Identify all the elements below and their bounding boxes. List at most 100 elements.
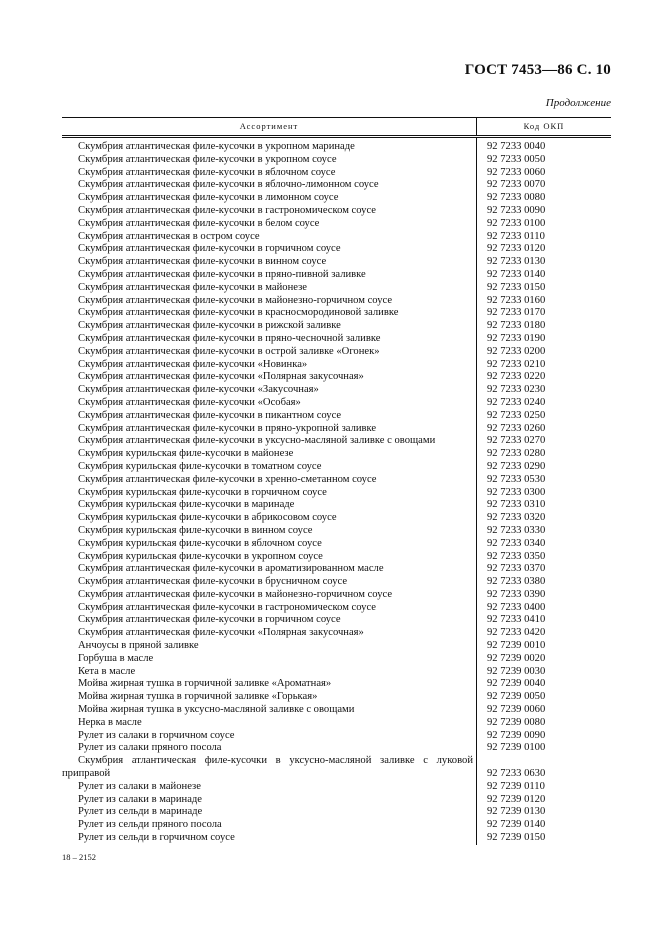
okp-code: 92 7239 0100: [487, 742, 546, 754]
product-name: Скумбрия атлантическая филе-кусочки в бр…: [62, 576, 477, 589]
table-row: Рулет из салаки в горчичном соусе 92 7239…: [62, 729, 611, 743]
okp-code: 92 7233 0100: [487, 217, 546, 229]
okp-code: 92 7239 0080: [487, 716, 546, 728]
okp-code: 92 7239 0040: [487, 678, 546, 690]
okp-code: 92 7239 0050: [487, 691, 546, 703]
table-row: Скумбрия курильская филе-кусочки в укроп…: [62, 550, 611, 564]
table-row: Скумбрия атлантическая филе-кусочки «Пол…: [62, 371, 611, 385]
okp-code: 92 7233 0230: [487, 384, 546, 396]
product-name: Скумбрия атлантическая филе-кусочки в ви…: [62, 256, 477, 269]
product-name: Рулет из салаки в майонезе: [62, 780, 477, 794]
table-row: Мойва жирная тушка в уксусно-масляной за…: [62, 704, 611, 717]
table-row: Скумбрия атлантическая филе-кусочки в ви…: [62, 256, 611, 269]
okp-code: 92 7239 0090: [487, 729, 546, 741]
product-name: Мойва жирная тушка в горчичной заливке «…: [62, 678, 477, 692]
table-row: Скумбрия атлантическая филе-кусочки в ос…: [62, 345, 611, 359]
okp-code: 92 7233 0210: [487, 358, 546, 370]
product-name: Скумбрия атлантическая филе-кусочки в ук…: [62, 153, 477, 167]
product-name: Горбуша в масле: [62, 652, 477, 666]
table-row: Скумбрия курильская филе-кусочки в винно…: [62, 524, 611, 538]
product-name: Скумбрия атлантическая филе-кусочки в га…: [62, 204, 477, 218]
okp-code: 92 7233 0170: [487, 307, 546, 319]
product-name: Скумбрия атлантическая филе-кусочки в пи…: [62, 409, 477, 423]
okp-code: 92 7233 0060: [487, 166, 546, 178]
table-row: Скумбрия атлантическая филе-кусочки в пр…: [62, 268, 611, 282]
okp-code: 92 7233 0380: [487, 576, 546, 588]
table-row: Скумбрия атлантическая в остром соусе 92 …: [62, 230, 611, 244]
product-name: Мойва жирная тушка в горчичной заливке «…: [62, 691, 477, 705]
table-row: Рулет из салаки в маринаде 92 7239 0120: [62, 793, 611, 807]
product-name: Скумбрия атлантическая филе-кусочки в ук…: [62, 435, 477, 449]
product-name: Скумбрия курильская филе-кусочки в абрик…: [62, 512, 477, 525]
table-row: Скумбрия курильская филе-кусочки в марин…: [62, 499, 611, 513]
product-name: Кета в масле: [62, 665, 477, 679]
table-row: Кета в масле 92 7239 0030: [62, 665, 611, 679]
okp-code: 92 7233 0330: [487, 524, 546, 536]
table-row: Скумбрия атлантическая филе-кусочки в ук…: [62, 435, 611, 449]
table-row: Рулет из сельди в горчичном соусе 92 7239…: [62, 832, 611, 845]
okp-code: 92 7233 0310: [487, 499, 546, 511]
column-header-assortment: Ассортимент: [62, 117, 477, 138]
product-name: Нерка в масле: [62, 716, 477, 730]
okp-code: 92 7233 0410: [487, 614, 546, 626]
okp-code: 92 7233 0070: [487, 179, 546, 191]
okp-code: 92 7233 0110: [487, 230, 545, 242]
product-name: Скумбрия атлантическая филе-кусочки в ма…: [62, 294, 477, 308]
table-row: Скумбрия курильская филе-кусочки в горчи…: [62, 486, 611, 500]
okp-code: 92 7239 0030: [487, 665, 546, 677]
document-title: ГОСТ 7453—86 С. 10: [464, 62, 611, 78]
okp-code: 92 7233 0340: [487, 537, 546, 549]
product-name: Скумбрия курильская филе-кусочки в укроп…: [62, 550, 477, 564]
table-row: Скумбрия атлантическая филе-кусочки в ма…: [62, 294, 611, 308]
okp-code: 92 7239 0150: [487, 832, 546, 844]
okp-code: 92 7233 0120: [487, 243, 546, 255]
okp-code: 92 7233 0630: [487, 768, 546, 780]
okp-code: 92 7233 0080: [487, 192, 546, 204]
table-row: Скумбрия атлантическая филе-кусочки в яб…: [62, 179, 611, 193]
product-name: Скумбрия атлантическая филе-кусочки в го…: [62, 614, 477, 628]
product-name: Скумбрия курильская филе-кусочки в томат…: [62, 460, 477, 474]
table-row: Скумбрия атлантическая филе-кусочки в бе…: [62, 217, 611, 231]
okp-code: 92 7233 0140: [487, 268, 546, 280]
table-row: Скумбрия атлантическая филе-кусочки в га…: [62, 204, 611, 218]
product-name: Рулет из сельди в горчичном соусе: [62, 832, 477, 845]
okp-code: 92 7233 0050: [487, 153, 546, 165]
product-name: Скумбрия атлантическая филе-кусочки в кр…: [62, 307, 477, 321]
okp-code: 92 7233 0320: [487, 512, 546, 524]
table-row: Скумбрия атлантическая филе-кусочки в ма…: [62, 588, 611, 602]
product-name: Скумбрия атлантическая филе-кусочки «Зак…: [62, 384, 477, 397]
product-name: Скумбрия атлантическая филе-кусочки в ук…: [62, 136, 477, 154]
product-name: Скумбрия атлантическая филе-кусочки в ук…: [62, 755, 477, 781]
product-name: Скумбрия атлантическая филе-кусочки в бе…: [62, 217, 477, 231]
product-name: Мойва жирная тушка в уксусно-масляной за…: [62, 704, 477, 717]
okp-code: 92 7233 0090: [487, 204, 546, 216]
product-name: Скумбрия атлантическая филе-кусочки в го…: [62, 243, 477, 257]
print-code: 18 – 2152: [62, 852, 96, 862]
okp-code: 92 7233 0040: [487, 141, 546, 152]
product-name: Скумбрия курильская филе-кусочки в марин…: [62, 499, 477, 513]
okp-code: 92 7233 0190: [487, 332, 546, 344]
table-row: Скумбрия атлантическая филе-кусочки в ли…: [62, 192, 611, 205]
table-row: Горбуша в масле 92 7239 0020: [62, 652, 611, 666]
product-name: Скумбрия атлантическая филе-кусочки в ос…: [62, 345, 477, 359]
table-row: Скумбрия курильская филе-кусочки в абрик…: [62, 512, 611, 525]
table-row: Рулет из сельди в маринаде 92 7239 0130: [62, 806, 611, 820]
product-name: Скумбрия атлантическая филе-кусочки в ли…: [62, 192, 477, 205]
table-row: Скумбрия атлантическая филе-кусочки в кр…: [62, 307, 611, 321]
table-row: Скумбрия атлантическая филе-кусочки в га…: [62, 601, 611, 615]
table-row: Скумбрия атлантическая филе-кусочки в пр…: [62, 422, 611, 436]
product-name: Скумбрия атлантическая филе-кусочки в яб…: [62, 179, 477, 193]
okp-code: 92 7233 0270: [487, 435, 546, 447]
product-name: Скумбрия атлантическая филе-кусочки «Осо…: [62, 396, 477, 410]
table-row: Нерка в масле 92 7239 0080: [62, 716, 611, 730]
table-header-row: Ассортимент Код ОКП: [62, 117, 611, 138]
product-name: Скумбрия курильская филе-кусочки в винно…: [62, 524, 477, 538]
okp-code: 92 7239 0110: [487, 780, 545, 792]
okp-code: 92 7233 0390: [487, 588, 546, 600]
okp-code: 92 7233 0420: [487, 627, 546, 639]
product-name: Скумбрия атлантическая филе-кусочки в га…: [62, 601, 477, 615]
okp-code: 92 7239 0020: [487, 652, 546, 664]
product-name: Скумбрия курильская филе-кусочки в яблоч…: [62, 537, 477, 551]
okp-code: 92 7233 0280: [487, 448, 546, 460]
table-row: Анчоусы в пряной заливке 92 7239 0010: [62, 640, 611, 653]
